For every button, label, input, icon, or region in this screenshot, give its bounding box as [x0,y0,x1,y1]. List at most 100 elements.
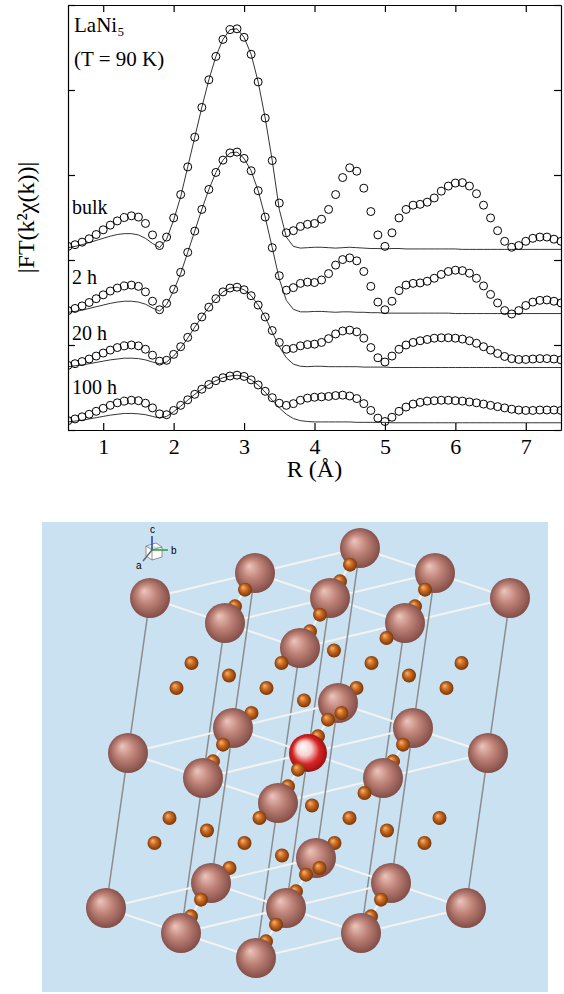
data-point [480,282,488,290]
data-point [339,174,347,182]
data-point [487,290,495,298]
ni-atom [455,656,469,670]
tick-mark [68,430,75,431]
data-point [318,215,326,223]
icon-label: b [171,545,177,556]
tick-mark [554,260,561,261]
bond [383,623,405,778]
ni-atom [253,811,267,825]
tick [103,5,104,12]
data-point [141,219,149,227]
ni-atom [260,681,274,695]
ni-atom [313,861,327,875]
tick-mark [68,175,75,176]
ni-atom [380,824,394,838]
series-label: 2 h [72,266,97,288]
data-point [487,214,495,222]
bond [106,753,128,908]
tick-mark [68,260,75,261]
data-point [501,237,509,245]
annotation: (T = 90 K) [74,47,164,71]
ni-atom [374,893,388,907]
la-atom [341,913,381,953]
ni-atom [418,583,432,597]
icon-label: c [150,524,155,535]
data-point [388,352,396,360]
ni-atom [305,799,319,813]
icon-label: a [136,560,142,571]
ni-atom [396,738,410,752]
data-point [261,387,269,395]
bond [286,753,308,908]
tick [68,90,75,91]
tick [315,5,316,12]
data-point [134,282,142,290]
fit-line [68,152,561,313]
la-atom [86,888,126,928]
data-point [360,267,368,275]
ni-atom [380,631,394,645]
ni-atom [418,836,432,850]
ni-atom [238,836,252,850]
tick [68,5,75,6]
data-point [367,344,375,352]
data-point [149,297,157,305]
series-label: 20 h [72,322,107,344]
tick [554,5,561,6]
ni-atom [222,669,236,683]
la-atom [490,578,530,618]
ni-atom [185,656,199,670]
data-point [170,350,178,358]
data-point [149,404,157,412]
axis-line [561,6,562,431]
ni-atom [343,811,357,825]
data-point [388,297,396,305]
la-atom [205,603,245,643]
tick: 6 [450,423,461,459]
data-point [268,327,276,335]
tick-mark [314,5,315,12]
icon-axis [152,549,168,551]
series [68,283,561,369]
tick [526,5,527,12]
ni-atom [402,669,416,683]
tick-mark [385,423,386,430]
data-point [149,351,157,359]
ni-atom [238,583,252,597]
tick: 7 [521,423,532,459]
bond [256,803,278,958]
bond [128,598,150,753]
data-point [472,274,480,282]
tick [244,5,245,12]
data-point [332,191,340,199]
tick-mark [526,5,527,12]
data-point [367,282,375,290]
ni-atom [291,763,305,777]
tick: 5 [380,423,391,459]
data-point [367,208,375,216]
data-point [557,237,561,245]
bond [361,778,383,933]
tick-mark [554,90,561,91]
bond [308,598,330,753]
fit-line [68,29,561,250]
tick: 2 [169,423,180,459]
tick [68,175,75,176]
bond [316,703,338,858]
ni-atom [299,868,313,882]
data-point [381,306,389,314]
tick-mark [244,5,245,12]
data-point [275,199,283,207]
data-point [388,229,396,237]
tick [554,90,561,91]
ni-atom [327,644,341,658]
data-point [141,288,149,296]
data-point [353,167,361,175]
ni-atom [216,738,230,752]
ni-atom [343,558,357,572]
tick: 1 [98,423,109,459]
data-point [360,400,368,408]
data-point [325,270,333,278]
data-point [494,227,502,235]
tick-mark [103,5,104,12]
